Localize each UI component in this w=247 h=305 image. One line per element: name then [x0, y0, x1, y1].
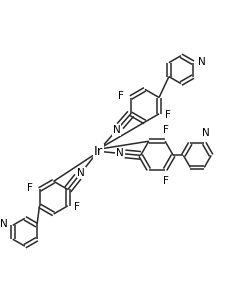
Text: N: N [113, 125, 121, 135]
Text: F: F [163, 125, 169, 135]
Text: F: F [118, 91, 124, 101]
Text: N: N [202, 128, 209, 138]
Text: Ir: Ir [93, 145, 103, 158]
Text: N: N [0, 219, 8, 229]
Text: F: F [74, 202, 80, 212]
Text: F: F [165, 110, 171, 120]
Text: N: N [198, 57, 206, 67]
Text: N: N [116, 149, 124, 158]
Text: F: F [27, 183, 33, 193]
Text: N: N [77, 167, 85, 178]
Text: F: F [163, 176, 169, 185]
